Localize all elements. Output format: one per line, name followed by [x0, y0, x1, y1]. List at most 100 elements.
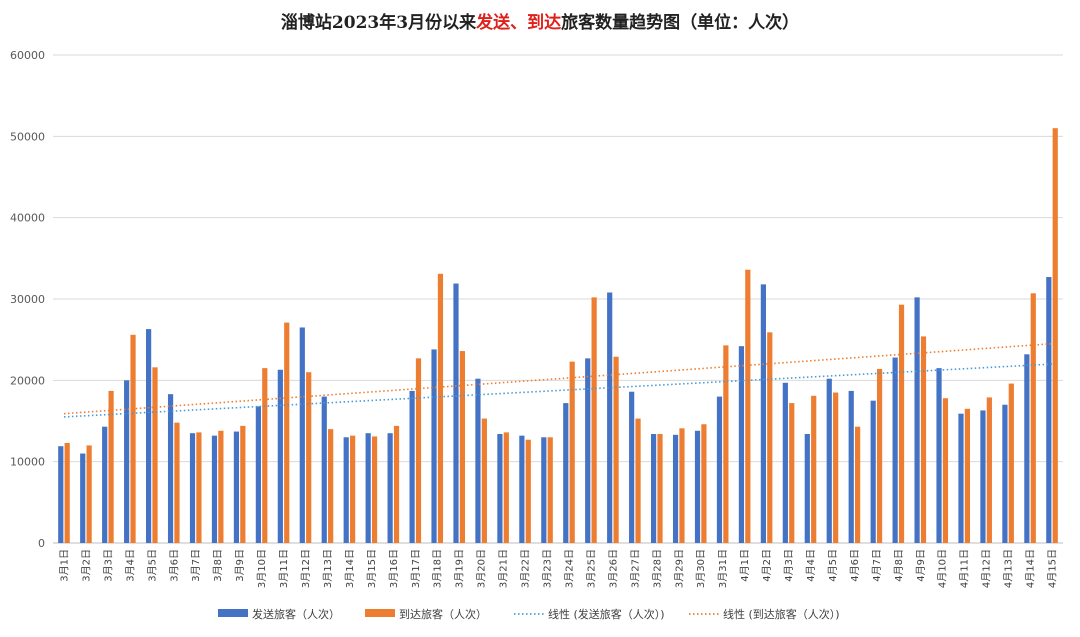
chart-title-part: 淄博站2023年3月份以来	[281, 12, 477, 33]
bar-arrivals	[679, 428, 685, 543]
x-tick-label: 3月17日	[410, 549, 422, 588]
legend-swatch	[365, 609, 395, 617]
bar-arrivals	[306, 372, 312, 543]
bar-departures	[299, 327, 305, 543]
chart-title-part: 发送、到达	[475, 12, 561, 33]
bar-arrivals	[1030, 293, 1036, 543]
x-tick-label: 4月14日	[1025, 549, 1037, 588]
x-tick-label: 3月21日	[498, 549, 510, 588]
bar-arrivals	[942, 398, 949, 543]
bar-departures	[321, 396, 327, 543]
y-tick-label: 40000	[10, 212, 45, 225]
bar-arrivals	[635, 418, 641, 543]
legend-swatch	[218, 609, 248, 617]
x-tick-label: 3月1日	[58, 549, 70, 582]
bar-arrivals	[525, 439, 531, 543]
bar-departures	[892, 357, 898, 543]
bar-arrivals	[481, 418, 487, 543]
bar-arrivals	[86, 445, 92, 543]
bar-departures	[453, 283, 459, 543]
bar-arrivals	[789, 403, 795, 543]
x-tick-label: 3月4日	[124, 549, 136, 582]
x-tick-label: 4月8日	[893, 549, 905, 582]
bar-departures	[497, 434, 503, 543]
trendlines	[63, 342, 1053, 418]
bar-arrivals	[284, 322, 290, 543]
x-tick-label: 3月7日	[190, 549, 202, 582]
bar-departures	[102, 426, 108, 543]
x-tick-label: 4月3日	[783, 549, 795, 582]
bar-departures	[146, 329, 152, 543]
gridlines	[53, 54, 1063, 544]
bar-arrivals	[503, 432, 509, 543]
bar-arrivals	[1052, 128, 1058, 543]
bar-departures	[124, 380, 130, 543]
x-tick-label: 4月4日	[805, 549, 817, 582]
bar-arrivals	[108, 390, 114, 543]
x-tick-label: 4月6日	[849, 549, 861, 582]
bar-departures	[914, 297, 920, 543]
legend-label: 发送旅客（人次）	[252, 607, 340, 621]
trendline-departures	[63, 363, 1053, 418]
bar-arrivals	[262, 368, 268, 543]
bar-departures	[343, 437, 349, 543]
bar-arrivals	[701, 424, 707, 543]
bar-departures	[629, 391, 635, 543]
x-tick-label: 3月12日	[300, 549, 312, 588]
bar-departures	[365, 433, 371, 543]
x-tick-label: 3月27日	[629, 549, 641, 588]
bar-departures	[651, 434, 657, 543]
legend-label: 线性 (发送旅客（人次）)	[548, 607, 665, 621]
bar-arrivals	[371, 436, 378, 543]
bars	[58, 128, 1058, 543]
x-tick-label: 3月10日	[256, 549, 268, 588]
bar-arrivals	[876, 368, 883, 543]
bar-departures	[672, 434, 679, 543]
bar-departures	[475, 378, 481, 543]
bar-arrivals	[218, 430, 224, 543]
bar-arrivals	[723, 345, 729, 543]
bar-arrivals	[64, 442, 70, 543]
bar-arrivals	[898, 304, 905, 543]
bar-departures	[541, 437, 547, 543]
bar-departures	[211, 435, 218, 543]
x-tick-label: 4月7日	[871, 549, 883, 582]
bar-arrivals	[130, 334, 136, 543]
bar-departures	[980, 410, 986, 543]
x-tick-label: 3月18日	[432, 549, 444, 588]
bar-departures	[870, 400, 876, 543]
bar-departures	[782, 382, 788, 543]
bar-departures	[1024, 354, 1030, 543]
x-tick-label: 3月13日	[322, 549, 334, 588]
bar-departures	[738, 346, 745, 543]
x-tick-label: 3月2日	[80, 549, 92, 582]
bar-arrivals	[767, 332, 773, 543]
bar-arrivals	[393, 425, 400, 543]
bar-departures	[80, 453, 86, 543]
x-tick-label: 3月9日	[234, 549, 246, 582]
x-tick-label: 3月8日	[212, 549, 224, 582]
bar-arrivals	[613, 356, 619, 543]
x-tick-label: 3月16日	[388, 549, 400, 588]
bar-departures	[694, 430, 701, 543]
x-tick-label: 3月31日	[717, 549, 729, 588]
trendline-arrivals	[63, 342, 1053, 415]
bar-departures	[233, 431, 240, 543]
bar-arrivals	[437, 273, 444, 543]
x-tick-label: 4月15日	[1047, 549, 1059, 588]
bar-arrivals	[964, 408, 970, 543]
bar-departures	[387, 433, 393, 543]
bar-arrivals	[240, 425, 246, 543]
bar-arrivals	[547, 437, 553, 543]
bar-arrivals	[350, 435, 356, 543]
bar-arrivals	[196, 432, 202, 543]
bar-departures	[431, 349, 437, 543]
x-axis: 3月1日 3月2日 3月3日 3月4日 3月5日 3月6日 3月7日 3月8日 3月9日 3月10…	[58, 549, 1058, 588]
legend: 发送旅客（人次） 到达旅客（人次） 线性 (发送旅客（人次）) 线性 (到达旅客（人次…	[218, 607, 840, 621]
bar-departures	[958, 413, 964, 543]
bar-arrivals	[174, 422, 180, 543]
y-tick-label: 20000	[10, 374, 45, 387]
bar-arrivals	[1008, 383, 1014, 543]
x-tick-label: 3月24日	[563, 549, 575, 588]
x-tick-label: 4月9日	[915, 549, 927, 582]
